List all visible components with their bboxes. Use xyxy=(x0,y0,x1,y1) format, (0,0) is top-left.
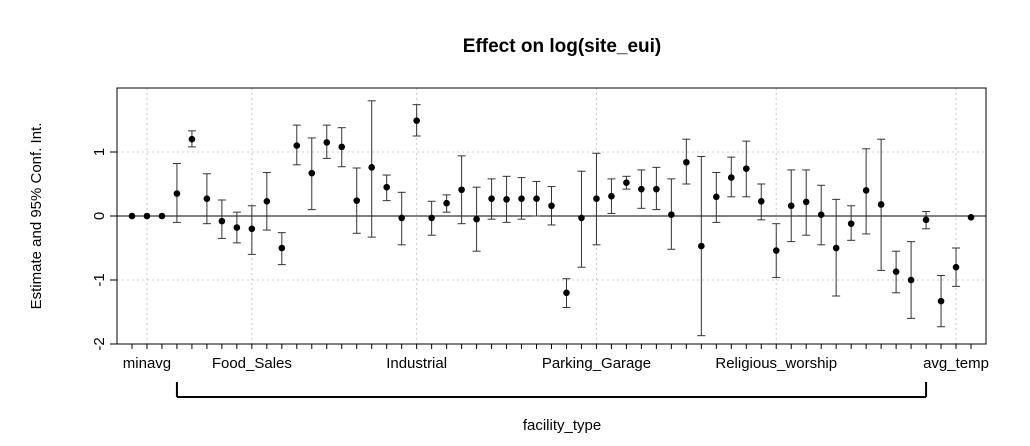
estimate-point xyxy=(518,195,525,203)
x-tick-label: Food_Sales xyxy=(212,355,292,372)
estimate-point xyxy=(353,197,361,204)
estimate-points xyxy=(128,117,975,305)
estimate-point xyxy=(608,192,615,200)
estimate-point xyxy=(862,187,870,194)
estimate-point xyxy=(143,212,151,220)
estimate-point xyxy=(817,211,825,219)
estimate-point xyxy=(203,195,211,203)
chart-title: Effect on log(site_eui) xyxy=(463,36,661,57)
estimate-point xyxy=(967,213,975,221)
estimate-point xyxy=(877,201,885,208)
estimate-point xyxy=(368,164,376,171)
estimate-point xyxy=(158,212,166,220)
x-axis-label: facility_type xyxy=(523,417,601,434)
estimate-point xyxy=(832,244,840,252)
estimate-point xyxy=(413,117,420,124)
x-tick-label: avg_temp xyxy=(923,355,989,372)
estimate-point xyxy=(188,135,196,143)
estimate-point xyxy=(802,198,810,206)
estimate-point xyxy=(308,169,316,177)
estimate-point xyxy=(623,179,630,187)
estimate-point xyxy=(683,158,690,166)
estimate-point xyxy=(128,212,136,220)
estimate-point xyxy=(278,244,286,252)
estimate-point xyxy=(668,211,675,219)
estimate-point xyxy=(847,220,855,227)
x-tick-label: Industrial xyxy=(386,355,447,372)
y-tick-label: 1 xyxy=(91,148,108,156)
x-tick-label: Parking_Garage xyxy=(542,355,651,372)
estimate-point xyxy=(338,143,346,151)
estimate-point xyxy=(173,190,181,197)
y-axis-label: Estimate and 95% Conf. Int. xyxy=(28,123,45,310)
x-tick-label: minavg xyxy=(123,355,171,372)
error-bars xyxy=(172,100,961,337)
estimate-point xyxy=(578,214,585,222)
estimate-point xyxy=(922,216,930,224)
estimate-point xyxy=(218,217,226,225)
estimate-point xyxy=(638,185,645,193)
axes: -2 -1 0 1 minavg Food_Sales Industrial Parking_… xyxy=(91,148,989,398)
estimate-point xyxy=(533,195,540,203)
estimate-point xyxy=(428,214,435,222)
estimate-point xyxy=(787,202,795,210)
estimate-point xyxy=(488,195,495,203)
estimate-point xyxy=(892,268,900,275)
estimate-point xyxy=(563,289,570,297)
estimate-point xyxy=(757,197,765,205)
y-tick-label: 0 xyxy=(91,212,108,220)
estimate-point xyxy=(233,224,241,231)
estimate-point xyxy=(713,193,720,201)
estimate-point xyxy=(742,165,750,172)
estimate-point xyxy=(398,214,405,222)
estimate-point xyxy=(443,199,450,207)
estimate-point xyxy=(293,142,301,149)
estimate-point xyxy=(458,186,465,194)
estimate-point xyxy=(937,297,945,305)
y-tick-label: -2 xyxy=(91,337,108,350)
estimate-point xyxy=(727,174,735,181)
plot-frame xyxy=(116,87,987,345)
x-tick-label: Religious_worship xyxy=(715,355,837,372)
estimate-point xyxy=(503,196,510,203)
estimate-point xyxy=(263,197,271,205)
estimate-point xyxy=(698,242,705,250)
estimate-point xyxy=(907,276,915,284)
estimate-point xyxy=(548,202,555,210)
estimate-point xyxy=(248,225,256,233)
estimate-point xyxy=(473,215,480,223)
estimate-point xyxy=(952,263,960,271)
y-tick-label: -1 xyxy=(91,273,108,286)
estimate-point xyxy=(323,139,331,146)
facility-type-bracket xyxy=(175,382,928,398)
estimate-point xyxy=(653,185,660,193)
estimate-point xyxy=(772,247,780,254)
estimate-point xyxy=(593,195,600,203)
estimate-point xyxy=(383,183,390,191)
